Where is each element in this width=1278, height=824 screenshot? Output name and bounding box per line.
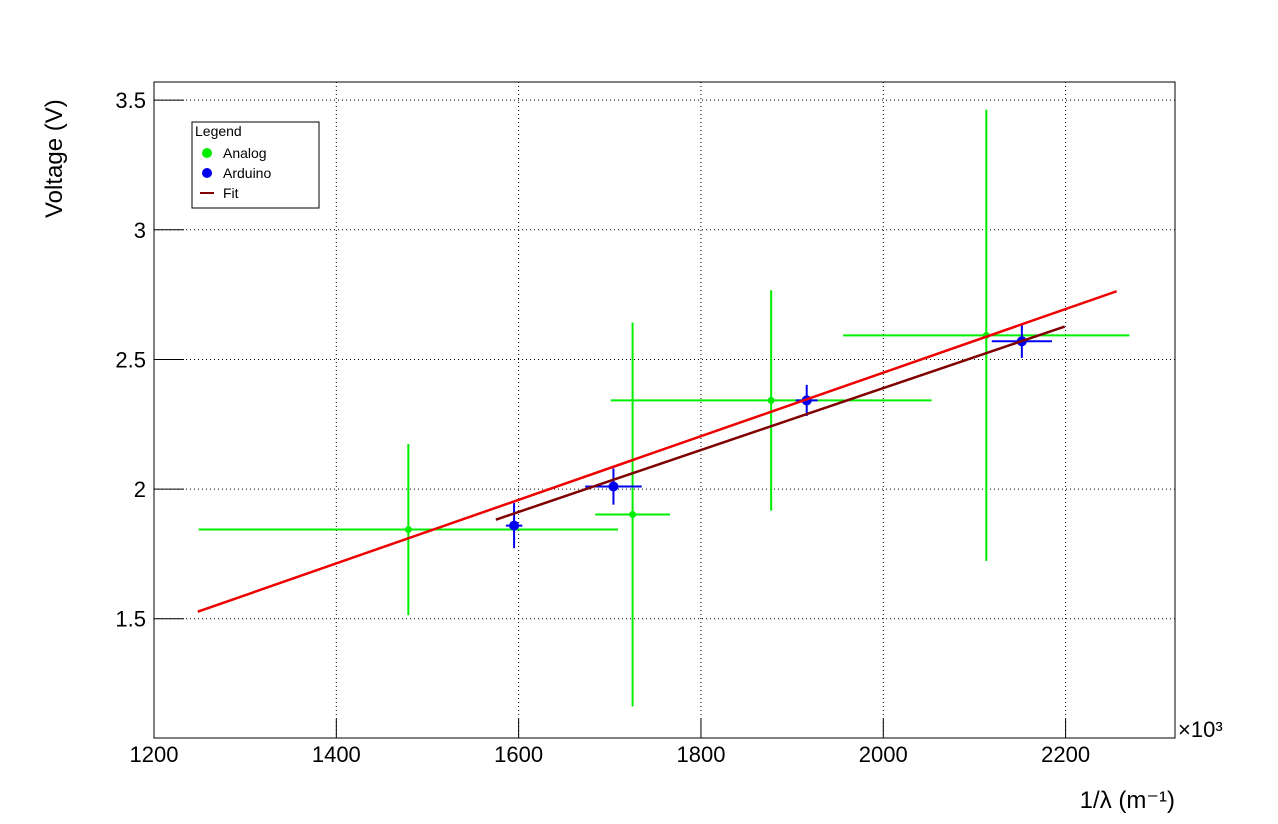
legend-label: Arduino (223, 165, 271, 181)
legend: Legend Analog Arduino Fit (191, 121, 320, 209)
x-multiplier: ×10³ (1178, 717, 1223, 742)
data-point (629, 510, 637, 518)
x-tick-label: 2000 (859, 742, 908, 767)
x-tick-label: 1200 (130, 742, 179, 767)
x-axis-title: 1/λ (m⁻¹) (1080, 787, 1175, 814)
fit-line (197, 290, 1118, 613)
y-tick-label: 1.5 (115, 607, 146, 632)
fit-line (495, 325, 1066, 521)
x-tick-label: 2200 (1041, 742, 1090, 767)
y-tick-label: 2.5 (115, 347, 146, 372)
x-tick-label: 1600 (494, 742, 543, 767)
legend-title: Legend (195, 123, 242, 139)
y-axis-title: Voltage (V) (41, 99, 68, 218)
legend-label: Fit (223, 185, 239, 201)
data-point (404, 526, 412, 534)
y-tick-label: 2 (134, 477, 146, 502)
x-tick-label: 1400 (312, 742, 361, 767)
y-tick-label: 3 (134, 218, 146, 243)
data-point (509, 520, 520, 531)
legend-swatch (202, 148, 212, 158)
legend-swatch (202, 168, 212, 178)
y-tick-label: 3.5 (115, 88, 146, 113)
data-point (767, 396, 775, 404)
x-tick-label: 1800 (676, 742, 725, 767)
data-point (608, 481, 619, 492)
legend-label: Analog (223, 145, 267, 161)
